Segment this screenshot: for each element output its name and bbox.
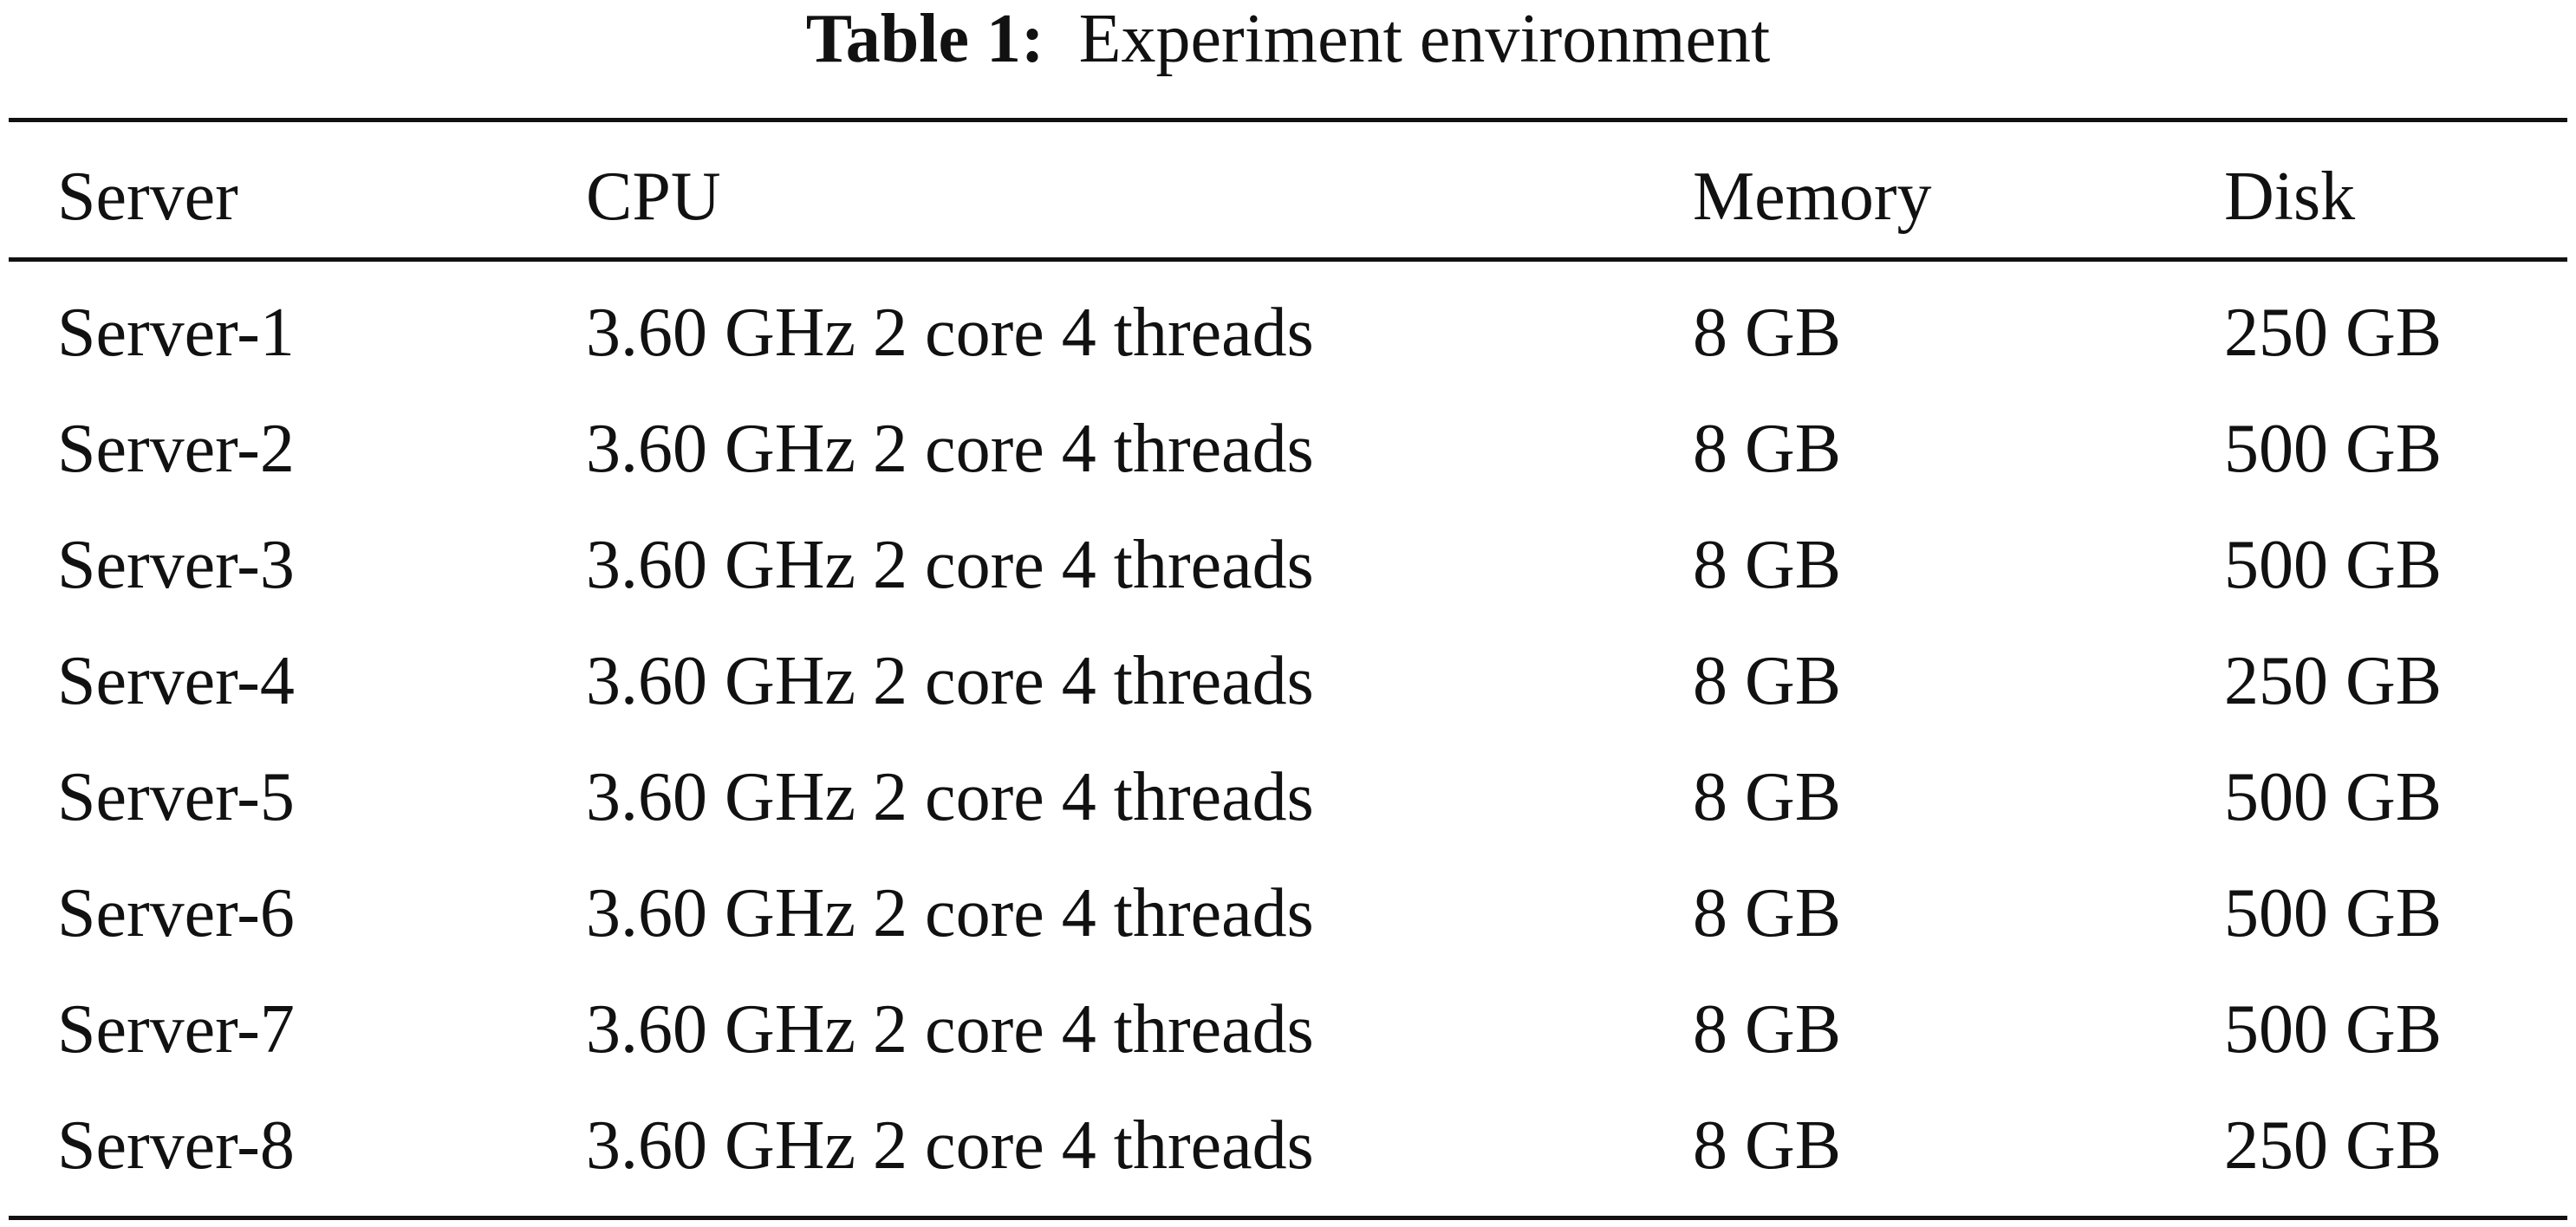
cell-server: Server-5 <box>57 759 295 835</box>
cell-memory: 8 GB <box>1693 411 1842 487</box>
cell-server: Server-2 <box>57 411 295 487</box>
table-row: Server-3 3.60 GHz 2 core 4 threads 8 GB … <box>0 507 2576 623</box>
table-caption-label: Table 1: <box>805 1 1044 77</box>
cell-disk: 250 GB <box>2224 295 2443 371</box>
table-caption: Table 1: Experiment environment <box>0 0 2576 104</box>
table-row: Server-6 3.60 GHz 2 core 4 threads 8 GB … <box>0 855 2576 971</box>
cell-cpu: 3.60 GHz 2 core 4 threads <box>586 759 1314 835</box>
cell-cpu: 3.60 GHz 2 core 4 threads <box>586 643 1314 719</box>
table-header-row: Server CPU Memory Disk <box>0 139 2576 255</box>
header-cpu: CPU <box>586 159 721 235</box>
header-disk: Disk <box>2224 159 2356 235</box>
cell-cpu: 3.60 GHz 2 core 4 threads <box>586 991 1314 1068</box>
cell-disk: 500 GB <box>2224 759 2443 835</box>
table-row: Server-4 3.60 GHz 2 core 4 threads 8 GB … <box>0 623 2576 739</box>
cell-cpu: 3.60 GHz 2 core 4 threads <box>586 527 1314 603</box>
table-row: Server-1 3.60 GHz 2 core 4 threads 8 GB … <box>0 275 2576 391</box>
cell-disk: 250 GB <box>2224 1107 2443 1184</box>
cell-memory: 8 GB <box>1693 643 1842 719</box>
cell-memory: 8 GB <box>1693 759 1842 835</box>
cell-server: Server-8 <box>57 1107 295 1184</box>
cell-memory: 8 GB <box>1693 875 1842 951</box>
cell-server: Server-7 <box>57 991 295 1068</box>
cell-cpu: 3.60 GHz 2 core 4 threads <box>586 875 1314 951</box>
cell-cpu: 3.60 GHz 2 core 4 threads <box>586 411 1314 487</box>
cell-memory: 8 GB <box>1693 1107 1842 1184</box>
table-row: Server-8 3.60 GHz 2 core 4 threads 8 GB … <box>0 1087 2576 1204</box>
table-header-rule <box>9 257 2567 262</box>
cell-server: Server-6 <box>57 875 295 951</box>
cell-cpu: 3.60 GHz 2 core 4 threads <box>586 1107 1314 1184</box>
cell-server: Server-3 <box>57 527 295 603</box>
table-row: Server-5 3.60 GHz 2 core 4 threads 8 GB … <box>0 739 2576 855</box>
header-server: Server <box>57 159 238 235</box>
table-bottom-rule <box>9 1216 2567 1220</box>
table-row: Server-7 3.60 GHz 2 core 4 threads 8 GB … <box>0 971 2576 1087</box>
cell-memory: 8 GB <box>1693 527 1842 603</box>
cell-server: Server-4 <box>57 643 295 719</box>
cell-disk: 500 GB <box>2224 875 2443 951</box>
cell-disk: 500 GB <box>2224 527 2443 603</box>
cell-cpu: 3.60 GHz 2 core 4 threads <box>586 295 1314 371</box>
cell-disk: 500 GB <box>2224 411 2443 487</box>
table-row: Server-2 3.60 GHz 2 core 4 threads 8 GB … <box>0 391 2576 507</box>
cell-disk: 250 GB <box>2224 643 2443 719</box>
header-memory: Memory <box>1693 159 1932 235</box>
cell-disk: 500 GB <box>2224 991 2443 1068</box>
cell-memory: 8 GB <box>1693 295 1842 371</box>
cell-memory: 8 GB <box>1693 991 1842 1068</box>
table-caption-title: Experiment environment <box>1078 1 1771 77</box>
cell-server: Server-1 <box>57 295 295 371</box>
table-top-rule <box>9 118 2567 122</box>
